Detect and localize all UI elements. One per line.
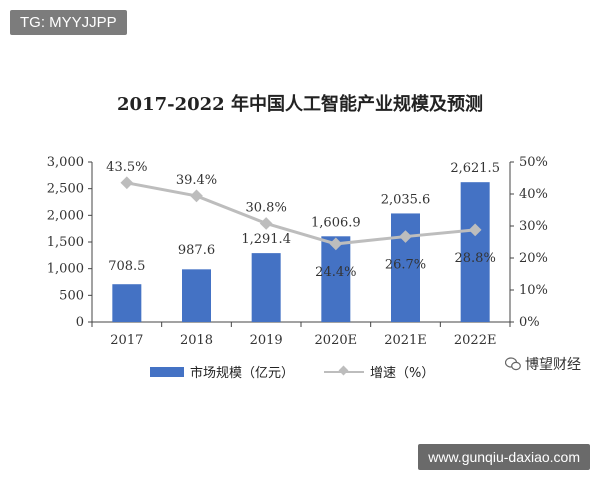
x-tick-label: 2020E — [315, 333, 358, 348]
y2-tick-label: 10% — [519, 283, 548, 298]
brand-label: 博望财经 — [525, 357, 581, 373]
wechat-icon — [505, 357, 521, 371]
y-tick-label: 0 — [76, 315, 84, 330]
growth-point — [468, 223, 482, 237]
growth-value-label: 28.8% — [455, 251, 496, 266]
y2-tick-label: 20% — [519, 251, 548, 266]
y-tick-label: 1,500 — [47, 235, 84, 250]
y-tick-label: 1,000 — [47, 262, 84, 277]
legend-bar-swatch — [150, 366, 184, 377]
growth-value-label: 24.4% — [315, 265, 356, 280]
growth-point — [399, 230, 412, 243]
bar — [321, 236, 351, 322]
y-tick-label: 500 — [59, 288, 84, 303]
bar-value-label: 987.6 — [178, 243, 215, 258]
bar — [112, 284, 142, 322]
y-tick-label: 2,500 — [47, 182, 84, 197]
y2-tick-label: 50% — [519, 155, 548, 170]
x-tick-label: 2021E — [384, 333, 427, 348]
x-tick-label: 2017 — [110, 333, 143, 348]
legend-line-swatch — [324, 367, 365, 377]
growth-point — [329, 237, 343, 251]
bar-value-label: 1,606.9 — [311, 215, 361, 230]
y-tick-label: 2,000 — [47, 208, 84, 223]
bar — [251, 253, 281, 322]
y2-tick-label: 30% — [519, 219, 548, 234]
bar-value-label: 1,291.4 — [241, 232, 291, 247]
bar-value-label: 2,035.6 — [381, 192, 431, 207]
chart-title: 2017-2022 年中国人工智能产业规模及预测 — [117, 94, 483, 115]
y-tick-label: 3,000 — [47, 155, 84, 170]
bar — [460, 182, 490, 322]
growth-value-label: 26.7% — [385, 258, 426, 273]
bar-value-label: 2,621.5 — [450, 161, 500, 176]
watermark-bottom: www.gunqiu-daxiao.com — [418, 444, 590, 470]
growth-point — [190, 189, 203, 203]
growth-point — [120, 176, 134, 190]
growth-value-label: 43.5% — [106, 160, 147, 175]
legend-line-label: 增速（%） — [370, 366, 435, 381]
x-tick-label: 2019 — [250, 333, 283, 348]
growth-value-label: 30.8% — [246, 200, 287, 215]
watermark-top: TG: MYYJJPP — [10, 10, 127, 35]
legend: 市场规模（亿元） 增速（%） — [150, 362, 434, 381]
x-tick-label: 2022E — [454, 333, 497, 348]
bar-value-label: 708.5 — [108, 259, 145, 274]
bar — [182, 269, 211, 322]
x-tick-label: 2018 — [180, 333, 213, 348]
growth-point — [259, 217, 273, 230]
brand-logo: 博望财经 — [505, 354, 581, 374]
y2-tick-label: 40% — [519, 187, 548, 202]
legend-bar-label: 市场规模（亿元） — [190, 366, 295, 381]
y2-tick-label: 0% — [519, 315, 540, 330]
growth-value-label: 39.4% — [176, 173, 217, 188]
growth-line — [126, 181, 476, 246]
